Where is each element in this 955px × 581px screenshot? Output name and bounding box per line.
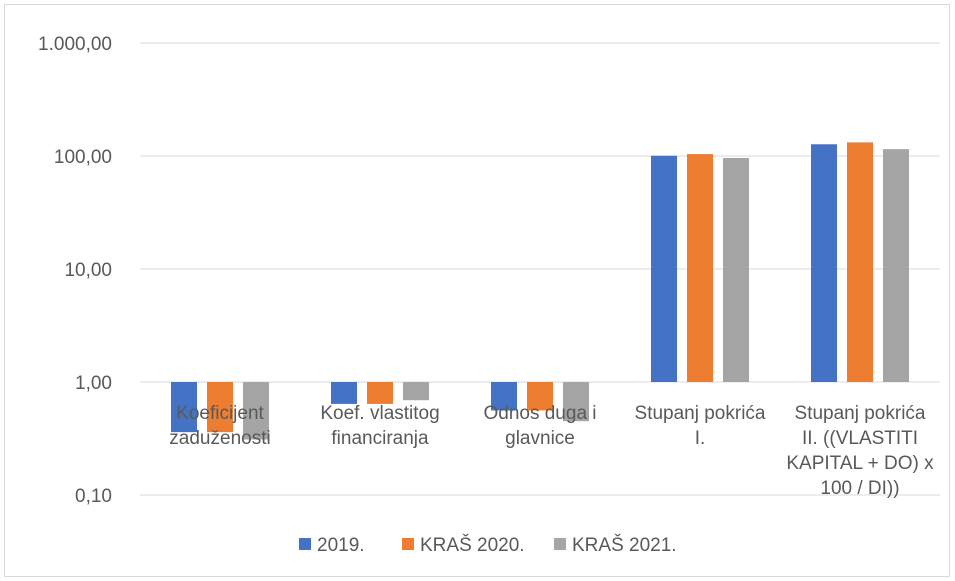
bar bbox=[687, 154, 713, 382]
category-label: Odnos duga i glavnice bbox=[483, 403, 596, 449]
legend-label: KRAŠ 2021. bbox=[572, 534, 677, 556]
bar bbox=[723, 158, 749, 382]
legend-swatch bbox=[554, 538, 566, 550]
bar bbox=[527, 382, 553, 411]
legend-swatch bbox=[402, 538, 414, 550]
y-tick-label: 10,00 bbox=[64, 260, 112, 281]
legend-label: 2019. bbox=[317, 535, 365, 556]
category-label: Stupanj pokrića I. bbox=[635, 403, 766, 449]
bar bbox=[563, 382, 589, 422]
legend-swatch bbox=[299, 538, 311, 550]
bar bbox=[847, 142, 873, 382]
bar bbox=[811, 144, 837, 382]
bar bbox=[243, 382, 269, 440]
bar bbox=[883, 149, 909, 382]
bar bbox=[331, 382, 357, 404]
chart-frame bbox=[4, 4, 950, 577]
bar bbox=[491, 382, 517, 411]
bar bbox=[403, 382, 429, 401]
category-label: Koef. vlastitog financiranja bbox=[320, 403, 439, 449]
y-tick-label: 0,10 bbox=[75, 486, 112, 507]
y-tick-label: 1.000,00 bbox=[38, 34, 112, 55]
bar bbox=[171, 382, 197, 433]
bar bbox=[367, 382, 393, 404]
y-tick-label: 100,00 bbox=[54, 147, 112, 168]
y-tick-label: 1,00 bbox=[75, 373, 112, 394]
legend-label: KRAŠ 2020. bbox=[420, 534, 525, 556]
bar bbox=[651, 155, 677, 382]
bar bbox=[207, 382, 233, 433]
category-label: Stupanj pokrića II. ((VLASTITI KAPITAL + D… bbox=[786, 403, 934, 499]
category-label: Koeficijent zaduženosti bbox=[169, 403, 270, 449]
